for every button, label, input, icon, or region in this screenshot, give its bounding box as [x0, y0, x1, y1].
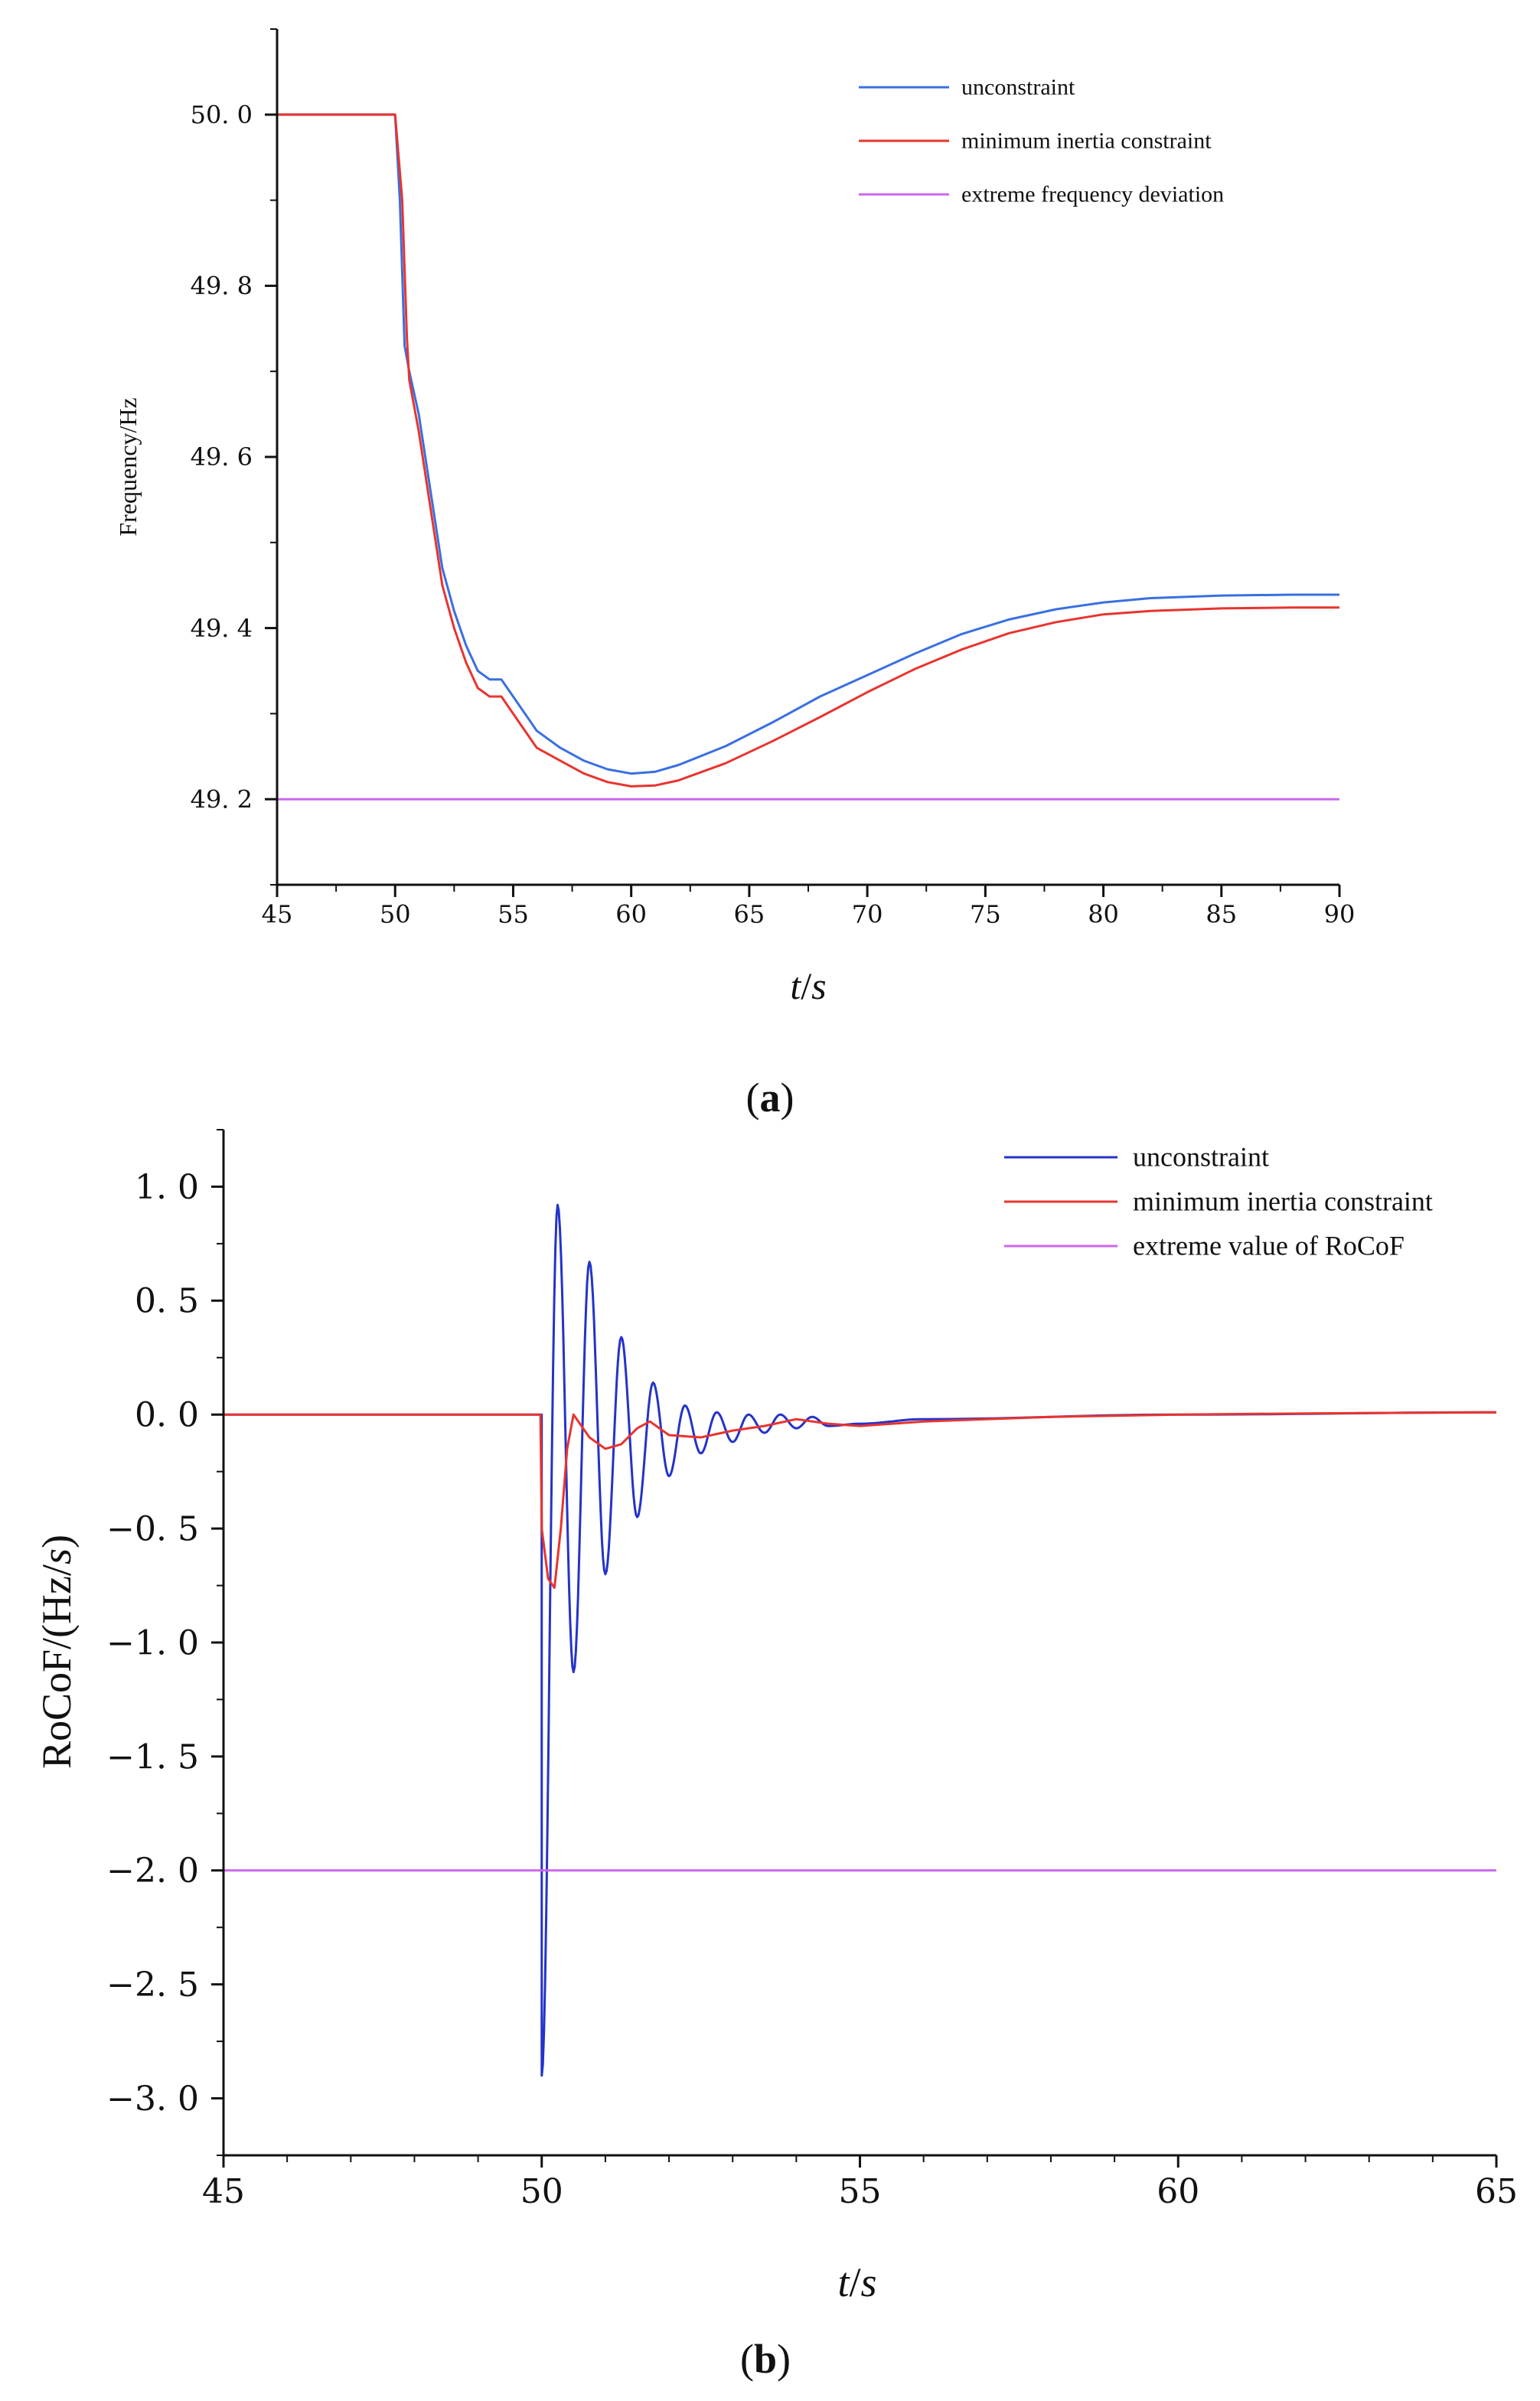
y-tick-label: 1. 0: [135, 1168, 199, 1207]
x-tick-label: 60: [1157, 2172, 1199, 2211]
y-tick-label: 0. 0: [135, 1396, 199, 1435]
y-tick-label: 49. 6: [191, 442, 253, 471]
chart-a-series: [277, 113, 1339, 801]
legend-label: extreme frequency deviation: [961, 182, 1224, 207]
legend-label: minimum inertia constraint: [1133, 1186, 1433, 1217]
y-tick-label: 49. 8: [191, 272, 253, 301]
x-tick-label: 75: [970, 900, 1001, 929]
x-tick-label: 85: [1206, 900, 1237, 929]
chart-b-ticks: 45 50 55 60 65 −3. 0 −2. 5 −2. 0 −1. 5 −1. 0 −0. 5…: [106, 1129, 1518, 2211]
y-tick-label: −2. 0: [106, 1851, 199, 1890]
series-line-1: [277, 113, 1339, 775]
y-tick-label: 49. 2: [191, 785, 253, 814]
x-tick-label: 65: [734, 900, 765, 929]
chart-a-ticks: 45 50 55 60 65 70 75 80 85 90 49. 2 49. 4 49. 6 49. 8…: [191, 28, 1356, 929]
legend-label: unconstraint: [961, 75, 1075, 100]
x-tick-label: 70: [852, 900, 883, 929]
y-tick-label: 0. 5: [135, 1282, 199, 1321]
chart-a: 45 50 55 60 65 70 75 80 85 90 49. 2 49. 4 49. 6 49. 8…: [114, 28, 1356, 1121]
x-tick-label: 55: [498, 900, 529, 929]
y-tick-label: 49. 4: [191, 614, 253, 643]
x-tick-label: 50: [380, 900, 411, 929]
chart-b-series: [223, 1203, 1497, 2077]
series-line-1: [223, 1203, 1497, 2077]
x-tick-label: 55: [839, 2172, 882, 2211]
panel-label-b: (b): [740, 2336, 791, 2382]
x-tick-label: 90: [1324, 900, 1356, 929]
chart-b-ylabel: RoCoF/(Hz/s): [34, 1535, 80, 1769]
chart-a-ylabel: Frequency/Hz: [114, 397, 142, 536]
series-line-2: [223, 1411, 1497, 1589]
chart-b: 45 50 55 60 65 −3. 0 −2. 5 −2. 0 −1. 5 −1. 0 −0. 5…: [34, 1129, 1518, 2382]
series-line-2: [277, 113, 1339, 788]
y-tick-label: −0. 5: [106, 1510, 199, 1549]
y-tick-label: −1. 0: [106, 1623, 199, 1662]
chart-b-legend: unconstraint minimum inertia constraint ex…: [1004, 1142, 1433, 1261]
chart-b-xlabel: t/s: [837, 2259, 876, 2305]
legend-label: minimum inertia constraint: [961, 129, 1212, 154]
x-tick-label: 45: [262, 900, 293, 929]
x-tick-label: 45: [202, 2172, 245, 2211]
y-tick-label: −2. 5: [106, 1965, 199, 2005]
chart-b-axes: [222, 1130, 1496, 2157]
x-tick-label: 60: [615, 900, 647, 929]
x-tick-label: 50: [520, 2172, 563, 2211]
x-tick-label: 65: [1475, 2172, 1518, 2211]
chart-a-xlabel: t/s: [790, 964, 826, 1007]
y-tick-label: −3. 0: [106, 2080, 199, 2119]
chart-a-legend: unconstraint minimum inertia constraint ex…: [859, 75, 1224, 207]
y-tick-label: 50. 0: [191, 100, 253, 129]
x-tick-label: 80: [1088, 900, 1119, 929]
legend-label: extreme value of RoCoF: [1133, 1231, 1405, 1261]
legend-label: unconstraint: [1133, 1142, 1269, 1173]
panel-label-a: (a): [746, 1075, 794, 1121]
y-tick-label: −1. 5: [106, 1737, 199, 1776]
chart-a-axes: [276, 29, 1339, 886]
